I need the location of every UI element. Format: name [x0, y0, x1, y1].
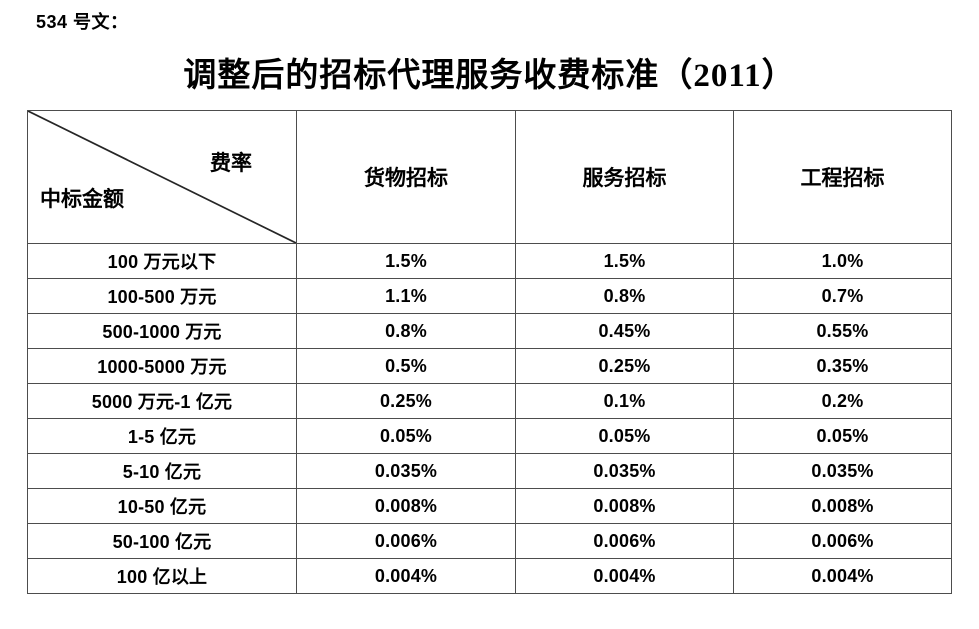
row-value: 0.05%: [515, 418, 734, 454]
page-title: 调整后的招标代理服务收费标准（2011）: [183, 58, 796, 94]
row-label: 5000 万元-1 亿元: [27, 383, 297, 419]
row-value: 1.0%: [733, 243, 952, 279]
row-value: 0.004%: [296, 558, 516, 594]
fee-table: 费率 中标金额 货物招标 服务招标 工程招标 100 万元以下 1.5% 1.5…: [27, 110, 952, 594]
row-label: 500-1000 万元: [27, 313, 297, 349]
row-value: 0.008%: [733, 488, 952, 524]
row-value: 0.7%: [733, 278, 952, 314]
row-value: 0.8%: [515, 278, 734, 314]
row-value: 1.5%: [515, 243, 734, 279]
table-header-row: 费率 中标金额 货物招标 服务招标 工程招标: [27, 110, 952, 244]
table-row: 500-1000 万元 0.8% 0.45% 0.55%: [27, 313, 952, 349]
row-value: 0.25%: [296, 383, 516, 419]
row-value: 0.006%: [515, 523, 734, 559]
row-value: 0.006%: [733, 523, 952, 559]
row-value: 0.1%: [515, 383, 734, 419]
row-label: 10-50 亿元: [27, 488, 297, 524]
row-label: 5-10 亿元: [27, 453, 297, 489]
row-value: 0.006%: [296, 523, 516, 559]
row-label: 1000-5000 万元: [27, 348, 297, 384]
row-value: 0.035%: [733, 453, 952, 489]
table-row: 50-100 亿元 0.006% 0.006% 0.006%: [27, 523, 952, 559]
fee-table-body: 费率 中标金额 货物招标 服务招标 工程招标 100 万元以下 1.5% 1.5…: [27, 110, 952, 594]
row-value: 0.25%: [515, 348, 734, 384]
column-header-engineering: 工程招标: [733, 110, 952, 244]
table-row: 100-500 万元 1.1% 0.8% 0.7%: [27, 278, 952, 314]
row-value: 1.1%: [296, 278, 516, 314]
column-header-goods: 货物招标: [296, 110, 516, 244]
table-row: 1000-5000 万元 0.5% 0.25% 0.35%: [27, 348, 952, 384]
row-value: 0.05%: [296, 418, 516, 454]
row-value: 0.035%: [296, 453, 516, 489]
row-label: 50-100 亿元: [27, 523, 297, 559]
row-label: 100 亿以上: [27, 558, 297, 594]
row-value: 0.55%: [733, 313, 952, 349]
row-label: 100 万元以下: [27, 243, 297, 279]
table-row: 100 万元以下 1.5% 1.5% 1.0%: [27, 243, 952, 279]
row-value: 0.008%: [296, 488, 516, 524]
row-value: 0.8%: [296, 313, 516, 349]
row-value: 0.004%: [515, 558, 734, 594]
row-value: 0.35%: [733, 348, 952, 384]
row-value: 1.5%: [296, 243, 516, 279]
row-label: 100-500 万元: [27, 278, 297, 314]
row-value: 0.45%: [515, 313, 734, 349]
corner-amount-label: 中标金额: [40, 187, 124, 211]
table-row: 100 亿以上 0.004% 0.004% 0.004%: [27, 558, 952, 594]
doc-number-label: 534 号文：: [36, 12, 129, 32]
row-value: 0.5%: [296, 348, 516, 384]
row-value: 0.035%: [515, 453, 734, 489]
row-value: 0.2%: [733, 383, 952, 419]
row-value: 0.008%: [515, 488, 734, 524]
table-row: 10-50 亿元 0.008% 0.008% 0.008%: [27, 488, 952, 524]
table-row: 1-5 亿元 0.05% 0.05% 0.05%: [27, 418, 952, 454]
row-value: 0.004%: [733, 558, 952, 594]
table-row: 5000 万元-1 亿元 0.25% 0.1% 0.2%: [27, 383, 952, 419]
diagonal-corner-cell: 费率 中标金额: [27, 110, 297, 244]
row-value: 0.05%: [733, 418, 952, 454]
diagonal-divider-line: [28, 111, 296, 243]
corner-rate-label: 费率: [210, 151, 252, 175]
column-header-services: 服务招标: [515, 110, 734, 244]
table-row: 5-10 亿元 0.035% 0.035% 0.035%: [27, 453, 952, 489]
row-label: 1-5 亿元: [27, 418, 297, 454]
